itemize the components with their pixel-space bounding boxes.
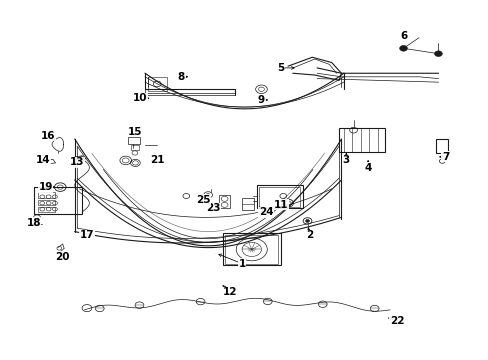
Text: 24: 24 (259, 207, 273, 217)
Text: 2: 2 (305, 230, 313, 240)
Bar (130, 145, 139, 150)
Text: 3: 3 (342, 156, 349, 166)
Text: 21: 21 (150, 156, 164, 166)
Bar (242, 198, 253, 210)
Bar (39, 199, 55, 205)
Text: 13: 13 (70, 157, 84, 167)
Circle shape (305, 220, 309, 222)
Text: 9: 9 (257, 95, 264, 105)
Bar (147, 77, 166, 91)
Text: 22: 22 (389, 316, 404, 325)
Text: 19: 19 (39, 182, 53, 192)
Bar (34, 187, 82, 214)
Text: 18: 18 (26, 218, 41, 228)
Text: 5: 5 (277, 63, 284, 73)
Bar (219, 195, 229, 208)
Bar (338, 129, 385, 152)
Bar (259, 187, 300, 207)
Text: 15: 15 (128, 127, 142, 137)
Text: 25: 25 (196, 194, 210, 204)
Text: 20: 20 (55, 252, 70, 261)
Text: 7: 7 (441, 152, 448, 162)
Text: 10: 10 (133, 93, 147, 103)
Circle shape (399, 45, 407, 51)
Text: 17: 17 (80, 230, 94, 240)
Bar (256, 185, 302, 208)
Text: 23: 23 (205, 203, 220, 213)
Text: 11: 11 (273, 200, 287, 210)
Text: 4: 4 (364, 163, 371, 172)
Bar (222, 233, 280, 265)
Text: 16: 16 (41, 131, 55, 140)
Circle shape (434, 51, 442, 57)
Bar (128, 137, 140, 144)
Text: 12: 12 (222, 287, 237, 297)
Bar (435, 139, 447, 153)
Bar (224, 235, 278, 264)
Bar (39, 193, 55, 198)
Text: 1: 1 (238, 258, 245, 269)
Text: 14: 14 (36, 156, 50, 166)
Text: 6: 6 (400, 31, 407, 41)
Bar (39, 207, 55, 212)
Text: 8: 8 (178, 72, 185, 82)
